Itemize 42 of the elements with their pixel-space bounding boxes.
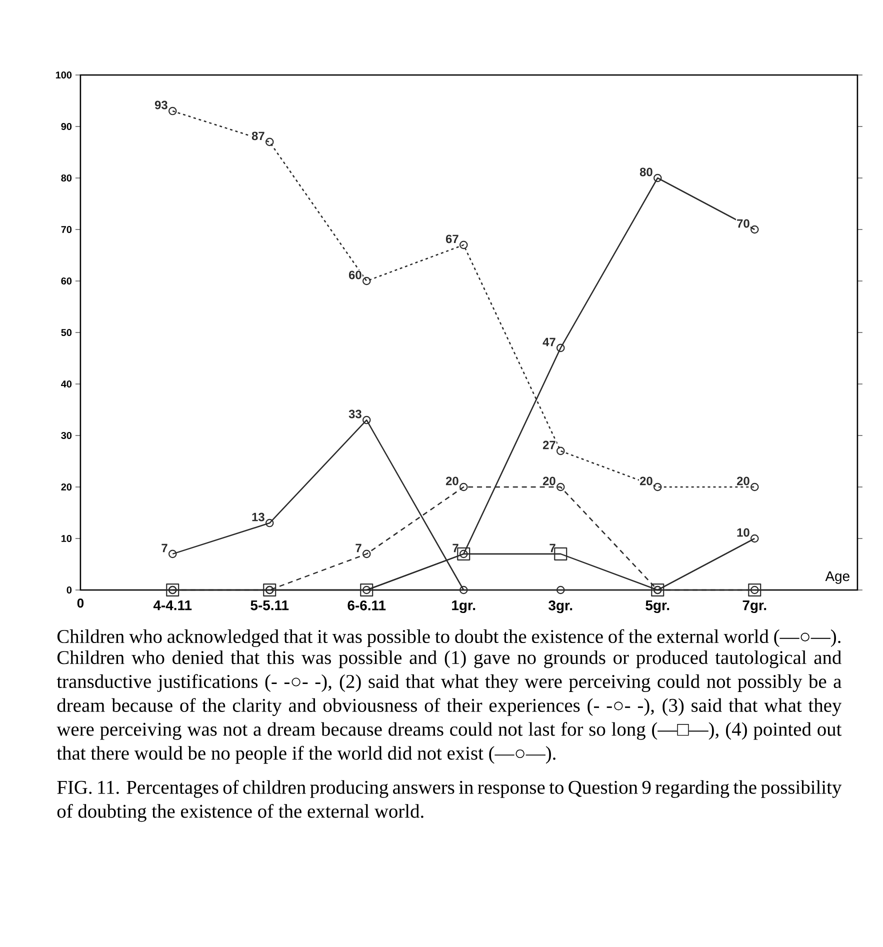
x-tick-label: 6-6.11 xyxy=(348,600,386,610)
y-tick-label: 80 xyxy=(60,174,72,182)
data-label: 20 xyxy=(542,476,556,486)
data-label: 70 xyxy=(736,219,750,228)
x-tick-label: 5-5.11 xyxy=(250,600,288,610)
data-label: 13 xyxy=(252,512,264,522)
y-tick-label: 100 xyxy=(56,71,72,79)
y-tick-label: 90 xyxy=(60,122,72,130)
data-label: 93 xyxy=(154,100,168,110)
data-label: 10 xyxy=(737,528,750,537)
y-tick-label: 60 xyxy=(61,277,72,285)
y-tick-label: 20 xyxy=(60,483,72,491)
data-label: 60 xyxy=(348,270,362,280)
y-tick-label: 30 xyxy=(60,432,72,440)
data-label: 7 xyxy=(161,544,168,552)
data-label: 67 xyxy=(446,234,458,244)
caption: FIG. 11. Percentages of children producing answers in response to Question 9 regarding the possibility of doubting the existence of the external world. xyxy=(56,780,842,822)
data-label: 7 xyxy=(549,544,556,552)
y-tick-label: 70 xyxy=(61,226,72,234)
data-label: 47 xyxy=(542,338,556,346)
data-label: 7 xyxy=(355,544,362,552)
x-tick-label: 4-4.11 xyxy=(153,600,192,610)
data-label: 80 xyxy=(640,168,652,176)
x-tick-label: 5gr. xyxy=(645,600,669,614)
text: Children who denied that this was possible and (1) gave no grounds or produced tautological and transductive justifications (- -○- -), (2) said that what they were perceiving could not possibly be a dream because of the clarity and obviousness of their experiences (- -○- -), (3) said that what they were perceiving was not a dream because dreams could not last for so long (—□—), (4) pointed out that there would be no people if the world did not exist (—○—). xyxy=(56,650,842,764)
x-tick-label: 3gr. xyxy=(548,600,572,614)
y-tick-label: 50 xyxy=(60,328,72,336)
data-label: 20 xyxy=(736,476,750,486)
text: Children who acknowledged that it was possible to doubt the existence of the external world (—○—). xyxy=(57,629,840,648)
data-label: 7 xyxy=(452,544,458,552)
data-label: 20 xyxy=(640,476,652,486)
data-label: 27 xyxy=(542,440,556,450)
y-tick-label: 0 xyxy=(66,586,72,594)
data-label: 33 xyxy=(348,410,362,418)
x-tick-label: 1gr. xyxy=(452,600,475,614)
x-axis-title: Age xyxy=(825,571,850,584)
y-tick-label: 40 xyxy=(60,380,72,388)
x-tick-label: 7gr. xyxy=(742,600,766,614)
data-label: 87 xyxy=(252,132,264,140)
data-label: 20 xyxy=(446,476,458,486)
y-tick-label: 10 xyxy=(61,534,72,542)
text: 0 xyxy=(77,598,84,608)
